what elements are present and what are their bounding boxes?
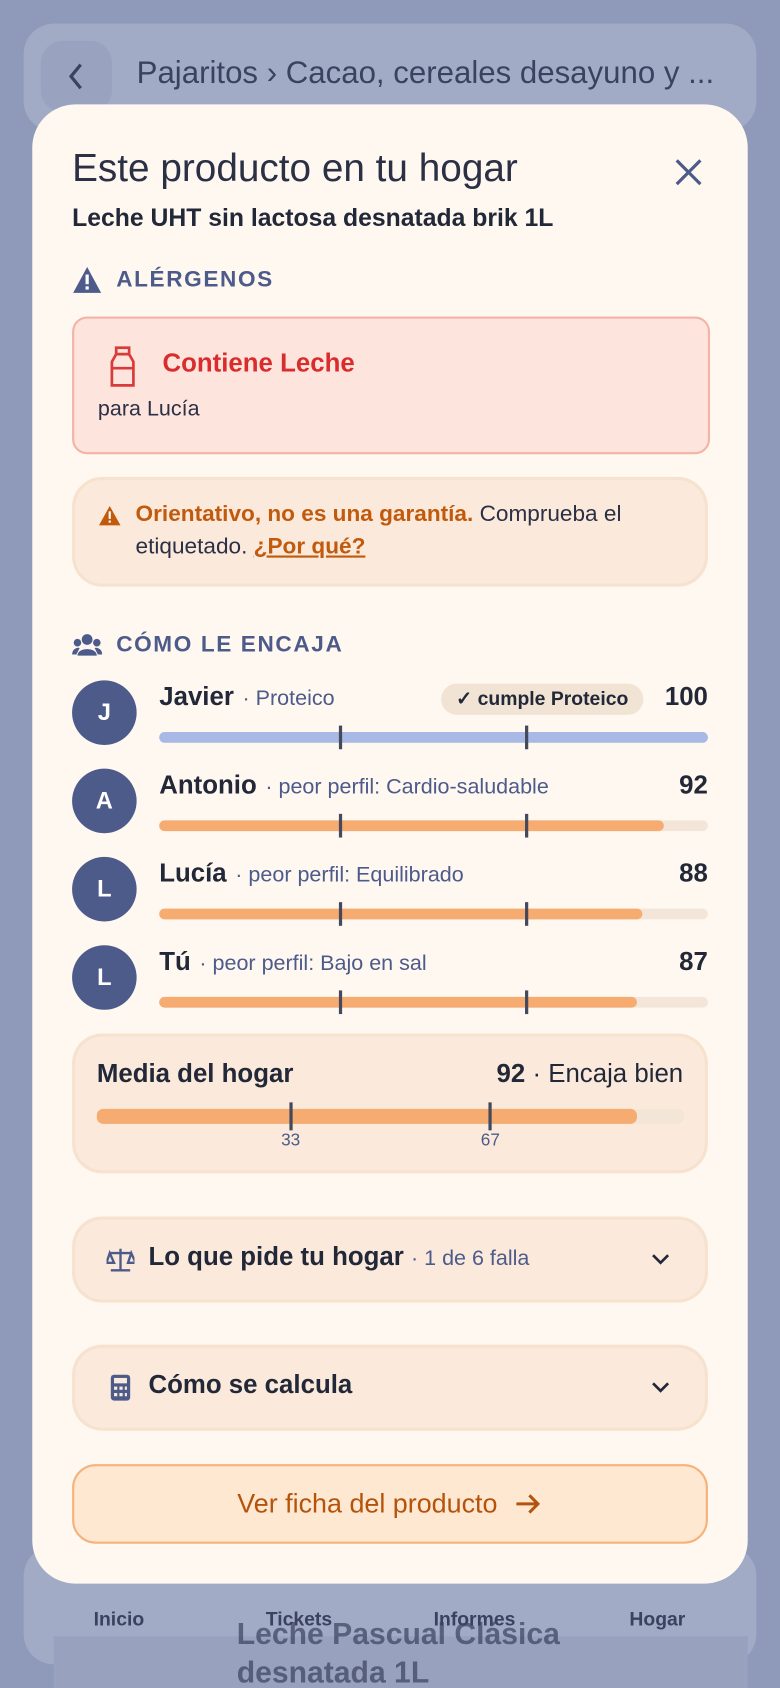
nav-item[interactable]: Tickets <box>265 1608 333 1630</box>
member-score: 100 <box>664 682 708 712</box>
member-score: 87 <box>679 947 708 977</box>
member-profile: · peor perfil: Equilibrado <box>235 863 464 888</box>
score-bar <box>159 908 643 920</box>
member-name: Lucía <box>159 859 227 889</box>
scale-icon <box>106 1248 135 1272</box>
member-line: Tú · peor perfil: Bajo en sal <box>159 947 426 977</box>
member-name: Javier <box>159 682 234 712</box>
requirements-section[interactable]: Lo que pide tu hogar · 1 de 6 falla <box>72 1216 708 1303</box>
average-score: 92 <box>496 1059 526 1089</box>
people-icon <box>72 634 103 656</box>
allergen-name: Contiene Leche <box>162 348 355 378</box>
threshold-tick <box>338 813 342 838</box>
section-heading: ALÉRGENOS <box>116 266 274 292</box>
close-button[interactable] <box>672 156 704 188</box>
threshold-tick <box>525 990 529 1015</box>
allergen-alert: Contiene Leche para Lucía <box>72 316 711 455</box>
bottle-icon <box>110 346 135 387</box>
modal-title: Este producto en tu hogar <box>72 145 518 190</box>
section-name: Cómo se calcula <box>148 1370 353 1400</box>
member-line: Antonio · peor perfil: Cardio-saludable <box>159 771 549 801</box>
member-score: 92 <box>679 770 708 800</box>
modal: Este producto en tu hogar Leche UHT sin … <box>32 104 748 1584</box>
chevron <box>652 1254 670 1265</box>
cta-button[interactable]: Ver ficha del producto <box>72 1464 708 1544</box>
score-bar <box>96 1108 638 1124</box>
threshold-label: 33 <box>281 1131 301 1150</box>
notice-text: Orientativo, no es una garantía. Comprue… <box>136 498 685 563</box>
score-bar <box>159 820 665 832</box>
threshold-tick <box>525 902 529 926</box>
allergen-person: para Lucía <box>97 397 200 421</box>
bg-product: Leche Pascual Clásica desnatada 1L <box>236 1616 560 1688</box>
member-line: Javier · Proteico <box>159 683 334 713</box>
member-score: 88 <box>679 859 708 889</box>
member-line: Lucía · peor perfil: Equilibrado <box>159 859 464 889</box>
notice-strong: Orientativo, no es una garantía. <box>135 501 474 527</box>
why-link[interactable]: ¿Por qué? <box>253 533 366 559</box>
avatar: L <box>72 945 137 1010</box>
threshold-tick <box>338 902 342 926</box>
threshold-label: 67 <box>480 1131 500 1150</box>
household-average: Media del hogar 92 · Encaja bien 33 67 <box>72 1033 708 1174</box>
calculator-icon <box>110 1374 131 1401</box>
calculation-section[interactable]: Cómo se calcula <box>72 1344 708 1431</box>
chevron <box>652 1382 670 1393</box>
score-bar <box>159 996 637 1008</box>
nav-item[interactable]: Inicio <box>93 1608 145 1630</box>
score-bar <box>159 732 708 743</box>
breadcrumb: Pajaritos › Cacao, cereales desayuno y .… <box>136 55 715 91</box>
back-button[interactable] <box>40 40 112 112</box>
threshold-tick <box>289 1102 293 1131</box>
average-label: Media del hogar <box>96 1059 294 1089</box>
avatar: A <box>72 768 137 834</box>
section-heading: CÓMO LE ENCAJA <box>116 631 344 657</box>
cta-label: Ver ficha del producto <box>237 1488 498 1519</box>
threshold-tick <box>338 725 342 750</box>
avatar: J <box>72 680 137 745</box>
notice-body: Comprueba el etiquetado. <box>135 501 622 559</box>
threshold-tick <box>525 813 529 838</box>
nav-item[interactable]: Informes <box>433 1608 516 1630</box>
goal-badge: ✓ cumple Proteico <box>440 683 644 715</box>
average-verdict: · Encaja bien <box>532 1059 684 1089</box>
section-meta: · 1 de 6 falla <box>410 1246 530 1271</box>
threshold-tick <box>525 725 529 750</box>
avatar: L <box>72 856 137 922</box>
average-value: 92 · Encaja bien <box>497 1059 684 1089</box>
threshold-tick <box>488 1102 493 1131</box>
member-profile: · Proteico <box>242 686 335 711</box>
section-title: Lo que pide tu hogar · 1 de 6 falla <box>148 1242 529 1272</box>
product-card <box>53 1636 748 1688</box>
notice: Orientativo, no es una garantía. Comprue… <box>72 476 708 587</box>
arrow-icon <box>516 1494 541 1514</box>
member-name: Tú <box>159 947 191 977</box>
nav-item[interactable]: Hogar <box>629 1608 686 1630</box>
warning-icon <box>98 505 121 526</box>
threshold-tick <box>338 990 342 1015</box>
product-name: Leche UHT sin lactosa desnatada brik 1L <box>72 203 554 232</box>
member-profile: · peor perfil: Bajo en sal <box>199 951 427 976</box>
member-profile: · peor perfil: Cardio-saludable <box>265 775 549 799</box>
section-name: Lo que pide tu hogar <box>148 1242 404 1272</box>
member-name: Antonio <box>159 770 257 800</box>
warning-icon <box>73 266 102 293</box>
